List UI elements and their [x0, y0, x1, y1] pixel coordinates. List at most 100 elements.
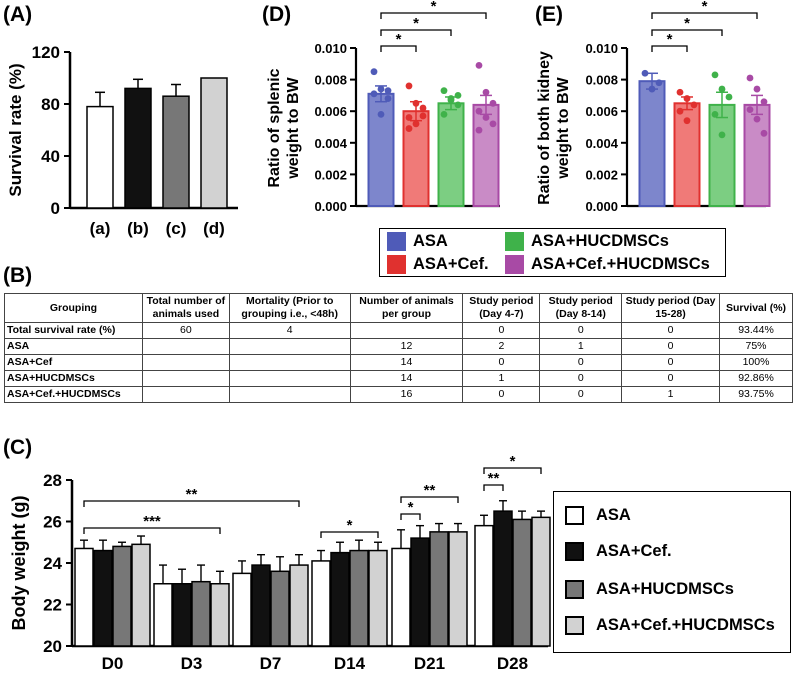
d-data-point [405, 125, 413, 132]
legend-de-item-asa: ASA [387, 232, 448, 251]
d-data-point [482, 114, 490, 121]
d-sig-bracket-label: * [413, 15, 419, 32]
panel-label-d: (D) [262, 3, 292, 26]
legend-swatch-cefhuc [505, 255, 524, 274]
legend-c-item-cef: ASA+Cef. [565, 542, 672, 561]
e-data-point [690, 101, 698, 109]
e-y-tick-label: 0.000 [585, 199, 618, 214]
d-data-point [419, 112, 427, 120]
e-data-point [711, 110, 719, 118]
e-data-point [760, 129, 768, 137]
c-sig-bracket [483, 484, 504, 491]
legend-c-swatch [565, 616, 584, 635]
table-body: Total survival rate (%) 60 4 0 0 0 93.44% ASA 12… [4, 322, 793, 403]
table-row: ASA+HUCDMSCs 14 1 0 0 92.86% [4, 370, 793, 387]
e-data-point [760, 98, 768, 106]
chart-e-kidney-ratio: 0.000 0.002 0.004 0.006 0.008 0.010 Ratio of b… [536, 0, 771, 214]
c-x-tick-label: D3 [181, 654, 203, 673]
legend-c-swatch [565, 506, 584, 525]
chart-c-body-weight: 20 22 24 26 28 Body weight (g) D0 D3 D7 D14 D21 D28… [9, 453, 551, 673]
legend-swatch-huc [505, 232, 524, 251]
legend-de: ASA ASA+HUCDMSCs ASA+Cef. ASA+Cef.+HUCDM… [379, 228, 726, 277]
legend-c: ASA ASA+Cef. ASA+HUCDMSCs ASA+Cef.+HUCDM… [553, 491, 791, 653]
e-sig-bracket-label: * [684, 15, 690, 32]
table-cell: 2 [462, 338, 541, 355]
e-sig-bracket [651, 29, 723, 36]
e-y-tick-label: 0.002 [585, 167, 618, 182]
c-bar [112, 545, 132, 647]
d-data-point [384, 95, 392, 102]
c-y-tick-label: 26 [43, 513, 62, 532]
table-cell [228, 338, 351, 355]
c-x-tick-label: D14 [334, 654, 366, 673]
table-header-cell: Number of animals per group [349, 293, 464, 323]
d-data-point [377, 85, 385, 93]
legend-de-label: ASA [413, 232, 448, 250]
d-y-tick-label: 0.010 [314, 41, 347, 56]
c-sig-bracket [83, 500, 300, 507]
c-bar [410, 537, 430, 647]
d-sig-bracket [380, 29, 452, 36]
c-bar [232, 572, 252, 647]
d-data-point [440, 87, 448, 95]
d-data-point [405, 82, 413, 90]
legend-c-item-asa: ASA [565, 506, 631, 525]
c-x-tick-label: D21 [414, 654, 445, 673]
table-cell: 0 [462, 386, 541, 403]
legend-de-label: ASA+Cef.+HUCDMSCs [531, 255, 710, 273]
c-sig-bracket-label: ** [488, 470, 500, 487]
e-data-point [648, 85, 656, 93]
table-cell: ASA [4, 338, 143, 355]
legend-de-item-cef: ASA+Cef. [387, 255, 489, 274]
survival-table: Grouping Total number of animals used Mort… [4, 293, 793, 403]
d-data-point [412, 120, 420, 128]
c-bar [289, 564, 309, 647]
table-cell: 92.86% [719, 370, 793, 387]
c-y-tick-label: 20 [43, 637, 62, 656]
table-cell [141, 386, 230, 403]
legend-c-label: ASA+HUCDMSCs [596, 580, 734, 598]
table-cell: 60 [141, 322, 230, 339]
table-cell: 0 [539, 386, 623, 403]
c-bar [191, 580, 211, 647]
c-sig-bracket [400, 513, 421, 520]
table-cell: ASA+Cef.+HUCDMSCs [4, 386, 143, 403]
c-bar [531, 516, 551, 647]
table-cell: 0 [621, 338, 721, 355]
d-y-axis-title: weight to BW [285, 76, 302, 179]
d-data-point [384, 87, 392, 95]
e-data-point [655, 79, 663, 87]
table-header-cell: Total number of animals used [141, 293, 230, 323]
e-data-point [676, 107, 684, 115]
d-y-tick-label: 0.008 [314, 73, 347, 88]
e-sig-bracket [651, 45, 688, 52]
a-y-tick-label: 80 [41, 95, 60, 114]
legend-de-label: ASA+Cef. [413, 255, 489, 273]
a-x-tick-label: (d) [203, 219, 225, 238]
table-cell: 0 [621, 322, 721, 339]
c-bar [270, 570, 290, 647]
d-y-axis-title: Ratio of splenic [266, 68, 283, 187]
c-bar [368, 549, 388, 647]
c-bar [493, 510, 513, 647]
table-cell: 1 [462, 370, 541, 387]
table-header-cell: Mortality (Prior to grouping i.e., <48h) [228, 293, 351, 323]
d-sig-bracket [380, 12, 487, 19]
e-data-point [711, 71, 719, 79]
d-y-tick-label: 0.000 [314, 199, 347, 214]
c-bar [349, 549, 369, 647]
c-sig-bracket-label: *** [143, 513, 161, 530]
table-row: ASA 12 2 1 0 75% [4, 338, 793, 355]
d-data-point [447, 95, 455, 102]
chart-a-survival: 0 40 80 120 Survival rate (%) (a) (b) (c) (d) [6, 43, 238, 238]
c-sig-bracket-label: ** [424, 482, 436, 499]
c-bar [74, 547, 94, 647]
c-sig-bracket-label: * [347, 517, 353, 534]
table-header-cell: Survival (%) [719, 293, 793, 323]
table-cell [349, 322, 464, 339]
d-bar [367, 92, 395, 207]
a-bar [86, 105, 114, 209]
table-cell: 93.44% [719, 322, 793, 339]
d-data-point [370, 90, 378, 98]
d-data-point [405, 114, 413, 121]
